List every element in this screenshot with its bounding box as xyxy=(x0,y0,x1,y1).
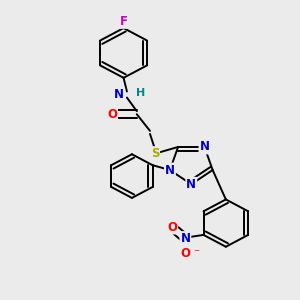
Text: N: N xyxy=(180,232,190,245)
Text: $^{-}$: $^{-}$ xyxy=(193,248,200,258)
Text: O: O xyxy=(107,108,117,121)
Text: N: N xyxy=(186,178,196,191)
Text: N: N xyxy=(200,140,209,154)
Text: O: O xyxy=(167,220,177,233)
Text: S: S xyxy=(151,147,159,160)
Text: N: N xyxy=(165,164,175,176)
Text: H: H xyxy=(136,88,146,98)
Text: F: F xyxy=(120,15,128,28)
Text: N: N xyxy=(114,88,124,101)
Text: O: O xyxy=(180,247,190,260)
